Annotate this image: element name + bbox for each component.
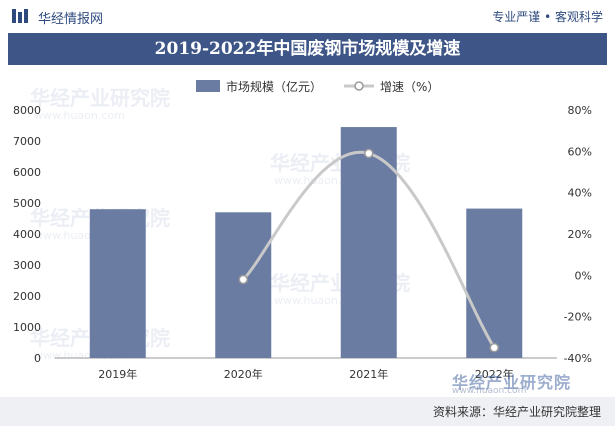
slogan: 专业严谨 • 客观科学: [492, 10, 603, 24]
x-tick-label: 2021年: [349, 367, 388, 381]
left-tick-label: 6000: [13, 166, 41, 179]
top-bar: 华经情报网 专业严谨 • 客观科学: [0, 0, 615, 32]
left-tick-label: 4000: [13, 228, 41, 241]
growth-point-1: [238, 274, 248, 285]
left-tick-label: 8000: [13, 104, 41, 117]
right-tick-label: 40%: [568, 187, 592, 200]
growth-point-2: [364, 148, 374, 159]
watermark-url: www.huaon.com: [34, 109, 125, 122]
right-tick-label: 20%: [568, 228, 592, 241]
x-tick-label: 2020年: [224, 367, 263, 381]
x-tick-label: 2019年: [98, 367, 137, 381]
left-tick-label: 3000: [13, 259, 41, 272]
watermark-url: www.huaon.com: [452, 386, 527, 396]
chart-title: 2019-2022年中国废钢市场规模及增速: [8, 33, 607, 65]
bar-4: [466, 208, 523, 358]
watermark-logo-text: 华经产业研究院: [452, 373, 572, 392]
watermark-text: 华经产业研究院: [30, 86, 170, 110]
legend-line-label: 增速（%）: [380, 80, 439, 94]
bar-3: [340, 127, 397, 358]
left-tick-label: 1000: [13, 321, 41, 334]
right-tick-label: 80%: [568, 104, 592, 117]
right-tick-label: 0%: [575, 269, 592, 282]
legend-bar-swatch: [196, 80, 220, 92]
growth-point-3: [489, 342, 499, 353]
source-bar: [0, 397, 615, 426]
left-tick-label: 7000: [13, 135, 41, 148]
brand-name: 华经情报网: [38, 12, 104, 27]
logo-icon: [12, 9, 28, 23]
left-tick-label: 2000: [13, 290, 41, 303]
x-tick-label: 2022年: [475, 367, 514, 381]
left-tick-label: 0: [34, 352, 41, 365]
right-tick-label: -40%: [564, 352, 592, 365]
source-note: 资料来源：华经产业研究院整理: [432, 405, 601, 419]
legend-bar-label: 市场规模（亿元）: [226, 79, 322, 94]
bar-1: [89, 209, 146, 358]
left-tick-label: 5000: [13, 197, 41, 210]
right-tick-label: 60%: [568, 145, 592, 158]
right-tick-label: -20%: [564, 311, 592, 324]
legend-line-marker: [354, 81, 364, 91]
bar-2: [215, 212, 272, 358]
